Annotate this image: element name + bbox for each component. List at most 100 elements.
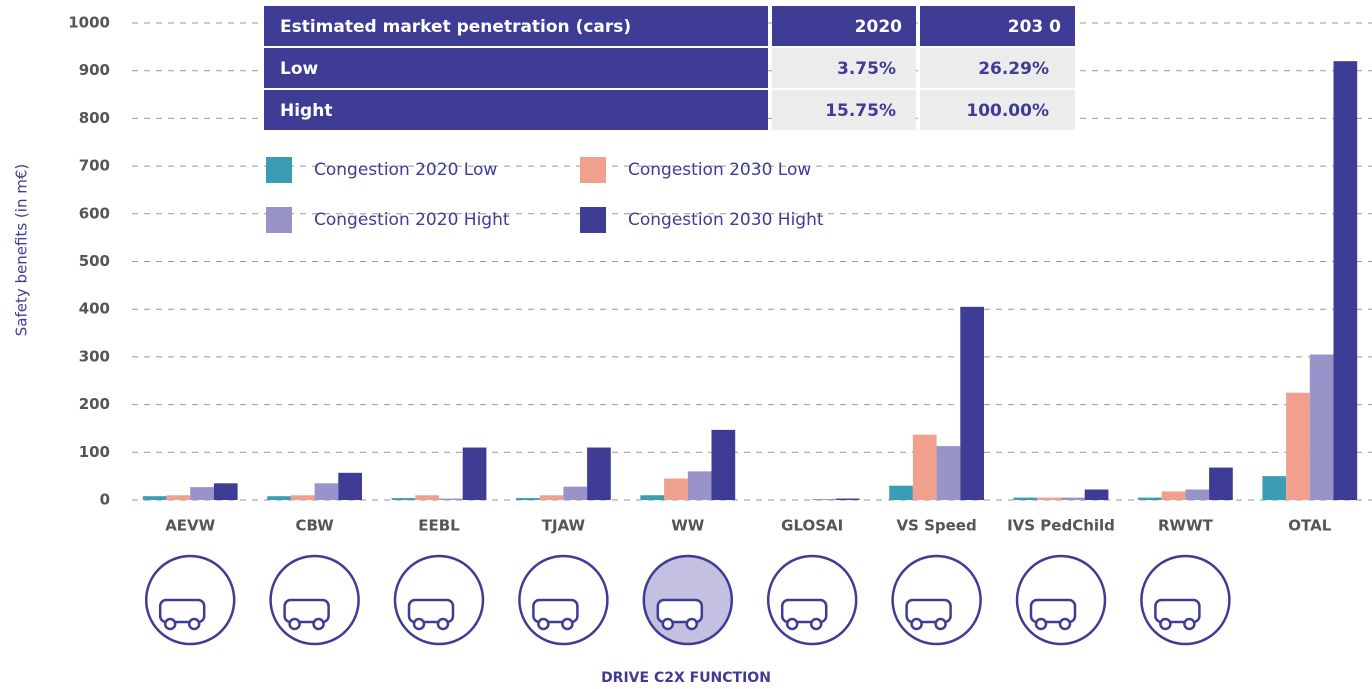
y-tick-label: 300	[79, 347, 110, 365]
bar	[1061, 497, 1085, 500]
icon-car	[656, 598, 704, 624]
icon-car	[1029, 598, 1077, 624]
bar	[1037, 497, 1061, 500]
bar	[462, 447, 487, 500]
table-cell	[920, 90, 1075, 130]
bar	[166, 495, 191, 500]
bar	[687, 471, 712, 500]
y-tick-label: 100	[79, 443, 110, 461]
table-cell-text: Low	[280, 59, 319, 79]
bar	[1209, 467, 1233, 500]
icon-wheel	[1183, 617, 1196, 631]
bar	[587, 447, 611, 500]
icon-car	[532, 598, 579, 624]
bar	[290, 495, 315, 500]
x-tick-label: EEBL	[418, 517, 460, 535]
table-header-text: 2020	[855, 17, 902, 37]
bar	[1309, 354, 1334, 500]
table-header-cell	[772, 6, 916, 46]
legend-swatch	[266, 157, 292, 183]
function-icon	[1015, 554, 1107, 646]
legend-label: Congestion 2020 Low	[314, 160, 497, 180]
bar	[338, 472, 362, 500]
y-tick-label: 900	[79, 61, 110, 79]
bar	[1084, 489, 1109, 500]
bar	[1138, 497, 1162, 500]
function-icon	[269, 554, 360, 646]
table-cell-text: 26.29%	[978, 59, 1049, 79]
icon-wheel	[163, 617, 177, 631]
bar	[516, 498, 540, 500]
x-tick-label: AEVW	[165, 517, 215, 535]
legend-label: Congestion 2030 Low	[628, 160, 811, 180]
bar	[1185, 489, 1210, 500]
table-header-text: Estimated market penetration (cars)	[280, 17, 631, 37]
table-cell-text: 15.75%	[825, 101, 896, 121]
icon-wheel	[934, 617, 947, 631]
icon-car	[158, 598, 206, 624]
bar	[1286, 392, 1310, 500]
bar	[1013, 497, 1038, 500]
bar	[912, 434, 937, 500]
y-tick-label: 400	[79, 300, 110, 318]
function-icon	[144, 554, 236, 646]
function-icon	[393, 554, 485, 646]
icon-wheel	[537, 617, 550, 631]
icon-wheel	[1034, 617, 1048, 631]
bar	[812, 499, 836, 500]
function-icon	[518, 554, 609, 646]
bar	[711, 429, 736, 500]
bar	[960, 306, 984, 500]
icon-wheel	[661, 617, 675, 631]
bar	[835, 498, 860, 500]
icon-wheel	[312, 617, 325, 631]
bar	[539, 495, 564, 500]
bar	[664, 478, 688, 500]
icon-car	[780, 598, 828, 624]
y-tick-label: 200	[79, 395, 110, 413]
y-tick-label: 0	[100, 491, 110, 509]
table-header-cell	[920, 6, 1075, 46]
legend-swatch	[580, 207, 606, 233]
function-icon	[766, 554, 858, 646]
table-header-cell	[264, 6, 768, 46]
icon-wheel	[288, 617, 301, 631]
y-axis-label: Safety benefits (in m€)	[13, 164, 31, 336]
table-cell	[772, 90, 916, 130]
icon-wheel	[412, 617, 426, 631]
bar	[439, 498, 463, 500]
y-tick-label: 500	[79, 252, 110, 270]
x-tick-label: RWWT	[1158, 517, 1214, 535]
bar	[190, 487, 214, 500]
legend-swatch	[580, 157, 606, 183]
bar	[640, 495, 665, 500]
icon-wheel	[785, 617, 799, 631]
bar	[889, 485, 913, 500]
x-tick-label: GLOSAI	[781, 517, 843, 535]
bar	[1333, 61, 1358, 500]
x-tick-label: IVS PedChild	[1007, 517, 1115, 535]
icon-wheel	[561, 617, 574, 631]
function-icon	[891, 554, 982, 646]
icon-car	[283, 598, 330, 624]
bar	[391, 498, 416, 500]
x-axis-label: DRIVE C2X FUNCTION	[601, 670, 771, 686]
bar	[415, 495, 439, 500]
icon-wheel	[809, 617, 823, 631]
x-tick-label: CBW	[296, 517, 335, 535]
icon-wheel	[1159, 617, 1172, 631]
y-tick-label: 700	[79, 157, 110, 175]
table-cell-text: 3.75%	[837, 59, 896, 79]
legend-label: Congestion 2030 Hight	[628, 210, 824, 230]
bar	[267, 496, 291, 500]
bar	[314, 483, 339, 500]
table-cell-text: 100.00%	[966, 101, 1049, 121]
function-icon	[1140, 554, 1231, 646]
icon-wheel	[1058, 617, 1072, 631]
icon-wheel	[436, 617, 450, 631]
bar	[936, 446, 961, 500]
icon-wheel	[910, 617, 923, 631]
x-tick-label: TJAW	[542, 517, 586, 535]
x-tick-label: VS Speed	[896, 517, 976, 535]
